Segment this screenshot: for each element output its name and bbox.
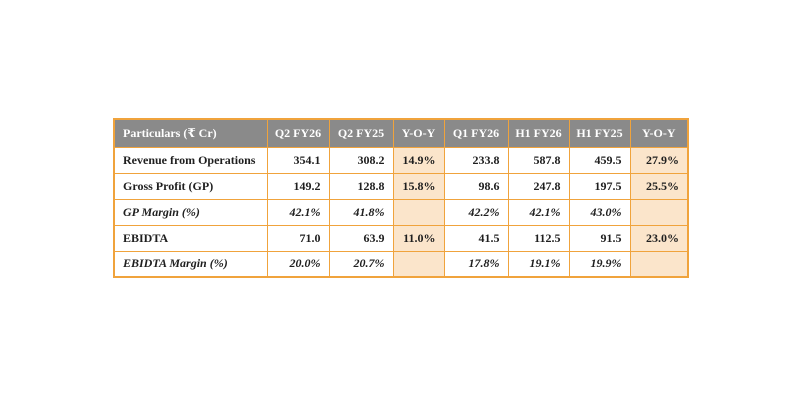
row-label: Revenue from Operations [113, 146, 268, 174]
value-cell: 587.8 [507, 146, 570, 174]
value-cell: 42.1% [507, 198, 570, 226]
value-cell [629, 250, 689, 278]
value-cell: 20.0% [266, 250, 330, 278]
table-header-row: Particulars (₹ Cr) Q2 FY26 Q2 FY25 Y-O-Y Q1 … [113, 118, 689, 148]
value-cell: 149.2 [266, 172, 330, 200]
value-cell: 354.1 [266, 146, 330, 174]
value-cell: 41.8% [328, 198, 394, 226]
value-cell: 11.0% [392, 224, 445, 252]
value-cell: 19.9% [568, 250, 631, 278]
column-header-y-o-y: Y-O-Y [629, 118, 689, 148]
value-cell: 41.5 [443, 224, 509, 252]
value-cell: 17.8% [443, 250, 509, 278]
value-cell: 43.0% [568, 198, 631, 226]
value-cell: 247.8 [507, 172, 570, 200]
value-cell [629, 198, 689, 226]
value-cell: 112.5 [507, 224, 570, 252]
column-header-y-o-y: Y-O-Y [392, 118, 445, 148]
value-cell: 233.8 [443, 146, 509, 174]
value-cell: 15.8% [392, 172, 445, 200]
table-row: Gross Profit (GP) 149.2 128.8 15.8% 98.6 247.… [113, 172, 689, 200]
value-cell: 91.5 [568, 224, 631, 252]
table-row: EBIDTA 71.0 63.9 11.0% 41.5 112.5 91.5 23.0% [113, 224, 689, 252]
value-cell: 19.1% [507, 250, 570, 278]
value-cell: 42.1% [266, 198, 330, 226]
value-cell: 25.5% [629, 172, 689, 200]
value-cell [392, 198, 445, 226]
table-row: GP Margin (%) 42.1% 41.8% 42.2% 42.1% 43.0% [113, 198, 689, 226]
value-cell: 63.9 [328, 224, 394, 252]
column-header-q2-fy26: Q2 FY26 [266, 118, 330, 148]
value-cell: 14.9% [392, 146, 445, 174]
column-header-q2-fy25: Q2 FY25 [328, 118, 394, 148]
value-cell: 308.2 [328, 146, 394, 174]
value-cell: 20.7% [328, 250, 394, 278]
value-cell: 128.8 [328, 172, 394, 200]
value-cell: 459.5 [568, 146, 631, 174]
value-cell: 197.5 [568, 172, 631, 200]
value-cell: 23.0% [629, 224, 689, 252]
row-label: EBIDTA Margin (%) [113, 250, 268, 278]
table-row: EBIDTA Margin (%) 20.0% 20.7% 17.8% 19.1% 19.… [113, 250, 689, 278]
column-header-particulars-cr: Particulars (₹ Cr) [113, 118, 268, 148]
table-row: Revenue from Operations 354.1 308.2 14.9% 23… [113, 146, 689, 174]
column-header-h1-fy25: H1 FY25 [568, 118, 631, 148]
column-header-q1-fy26: Q1 FY26 [443, 118, 509, 148]
financial-results-table: Particulars (₹ Cr) Q2 FY26 Q2 FY25 Y-O-Y Q1 … [113, 118, 689, 278]
column-header-h1-fy26: H1 FY26 [507, 118, 570, 148]
row-label: GP Margin (%) [113, 198, 268, 226]
value-cell: 27.9% [629, 146, 689, 174]
value-cell: 42.2% [443, 198, 509, 226]
value-cell: 71.0 [266, 224, 330, 252]
value-cell [392, 250, 445, 278]
value-cell: 98.6 [443, 172, 509, 200]
row-label: EBIDTA [113, 224, 268, 252]
row-label: Gross Profit (GP) [113, 172, 268, 200]
